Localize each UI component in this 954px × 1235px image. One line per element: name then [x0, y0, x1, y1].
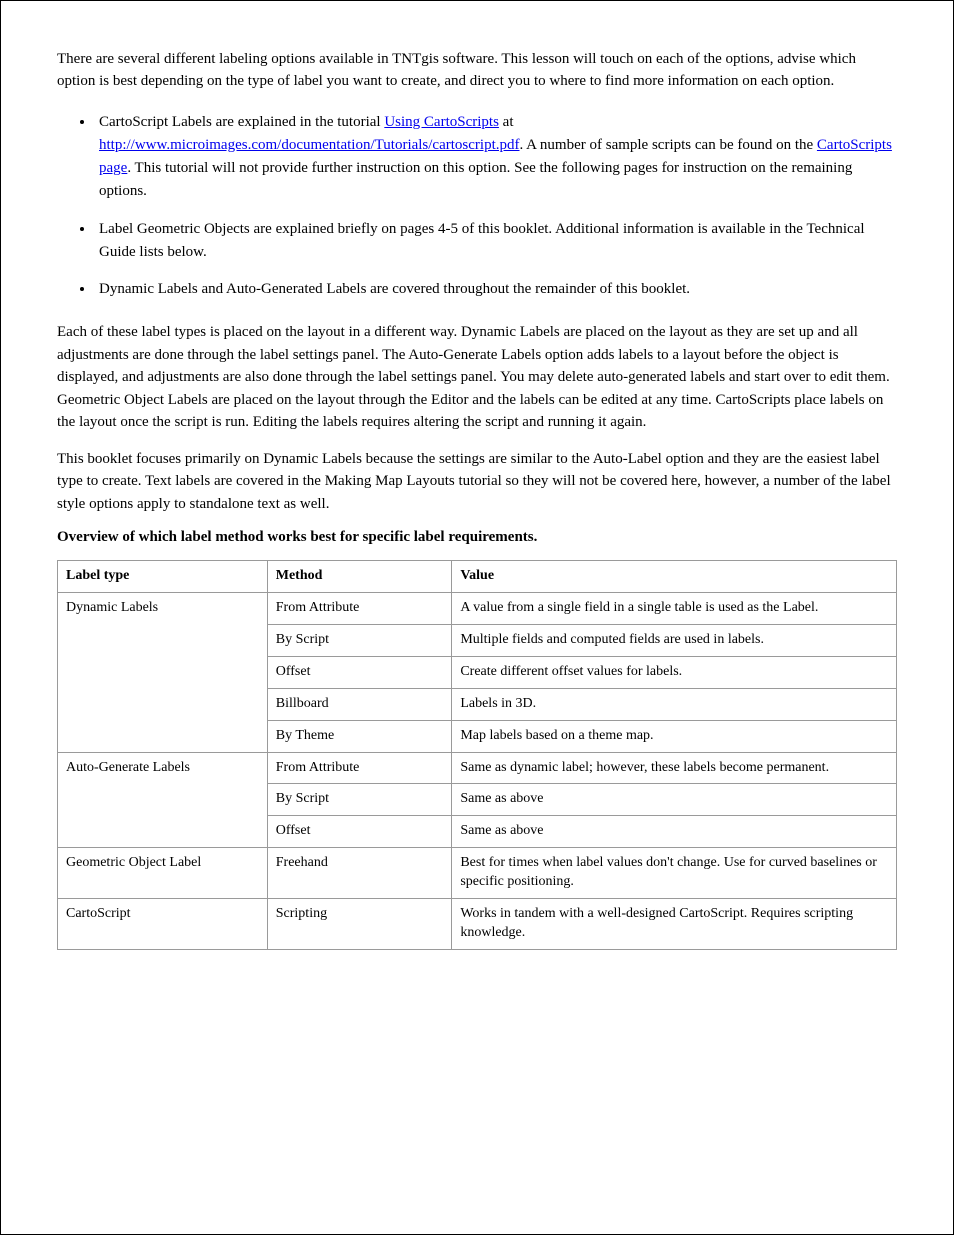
table-row: Dynamic LabelsFrom AttributeA value from…	[58, 593, 897, 625]
body-paragraph-1: Each of these label types is placed on t…	[57, 321, 897, 434]
table-row: Auto-Generate LabelsFrom AttributeSame a…	[58, 752, 897, 784]
bullet-list: CartoScript Labels are explained in the …	[57, 111, 897, 302]
cell-method: By Script	[267, 784, 452, 816]
page-content: There are several different labeling opt…	[1, 1, 953, 950]
col-header-method: Method	[267, 561, 452, 593]
bullet-text-suffix: . This tutorial will not provide further…	[99, 160, 852, 199]
cell-value: Best for times when label values don't c…	[452, 848, 897, 899]
col-header-value: Value	[452, 561, 897, 593]
bullet-text-mid1: at	[499, 114, 514, 130]
cell-value: Same as dynamic label; however, these la…	[452, 752, 897, 784]
cell-label-type: CartoScript	[58, 899, 268, 950]
cell-value: Map labels based on a theme map.	[452, 720, 897, 752]
cell-label-type: Geometric Object Label	[58, 848, 268, 899]
cell-method: Offset	[267, 656, 452, 688]
bullet-text-mid2: . A number of sample scripts can be foun…	[519, 137, 816, 153]
cell-value: A value from a single field in a single …	[452, 593, 897, 625]
cell-method: From Attribute	[267, 752, 452, 784]
cell-method: From Attribute	[267, 593, 452, 625]
col-header-label-type: Label type	[58, 561, 268, 593]
bullet-text-prefix: CartoScript Labels are explained in the …	[99, 114, 384, 130]
bullet-item-geometric: Label Geometric Objects are explained br…	[95, 218, 897, 265]
cell-value: Same as above	[452, 816, 897, 848]
cell-method: Scripting	[267, 899, 452, 950]
cell-label-type: Auto-Generate Labels	[58, 752, 268, 848]
tutorial-url-link[interactable]: http://www.microimages.com/documentation…	[99, 137, 519, 153]
overview-table: Label type Method Value Dynamic LabelsFr…	[57, 560, 897, 950]
intro-paragraph: There are several different labeling opt…	[57, 49, 897, 93]
cell-value: Multiple fields and computed fields are …	[452, 625, 897, 657]
cell-method: Billboard	[267, 688, 452, 720]
bullet-item-cartoscript: CartoScript Labels are explained in the …	[95, 111, 897, 204]
table-heading: Overview of which label method works bes…	[57, 529, 897, 546]
cell-value: Labels in 3D.	[452, 688, 897, 720]
cell-method: By Theme	[267, 720, 452, 752]
body-paragraph-2: This booklet focuses primarily on Dynami…	[57, 448, 897, 516]
cell-label-type: Dynamic Labels	[58, 593, 268, 752]
cell-value: Create different offset values for label…	[452, 656, 897, 688]
cell-method: Offset	[267, 816, 452, 848]
table-body: Dynamic LabelsFrom AttributeA value from…	[58, 593, 897, 950]
cell-method: Freehand	[267, 848, 452, 899]
tutorial-link[interactable]: Using CartoScripts	[384, 114, 499, 130]
table-header-row: Label type Method Value	[58, 561, 897, 593]
bullet-item-dynamic: Dynamic Labels and Auto-Generated Labels…	[95, 278, 897, 301]
cell-method: By Script	[267, 625, 452, 657]
table-row: Geometric Object LabelFreehandBest for t…	[58, 848, 897, 899]
cell-value: Same as above	[452, 784, 897, 816]
cell-value: Works in tandem with a well-designed Car…	[452, 899, 897, 950]
table-row: CartoScriptScriptingWorks in tandem with…	[58, 899, 897, 950]
